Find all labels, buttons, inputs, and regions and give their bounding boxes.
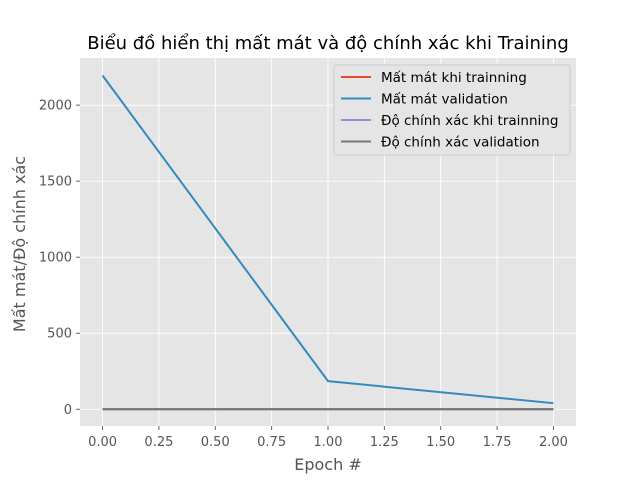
x-tick-label: 2.00: [539, 435, 568, 450]
x-axis-ticks: 0.00 0.25 0.50 0.75 1.00 1.25 1.50 1.75 2.00: [88, 426, 568, 450]
y-tick-label: 0: [64, 403, 72, 418]
legend: Mất mát khi trainning Mất mát validation Đ…: [333, 64, 571, 156]
x-tick-label: 0.75: [257, 435, 286, 450]
series-lines: [101, 74, 554, 411]
y-axis-ticks: 0 500 1000 1500 2000: [39, 99, 80, 418]
x-tick-label: 1.00: [314, 435, 343, 450]
x-tick-label: 1.25: [370, 435, 399, 450]
series-line-2: [101, 74, 554, 405]
legend-label-3: Độ chính xác khi trainning: [381, 113, 558, 129]
y-axis-label: Mất mát/Độ chính xác: [10, 156, 29, 332]
y-tick-label: 1500: [39, 175, 72, 190]
legend-box: [333, 64, 571, 156]
chart-title: Biểu đồ hiển thị mất mát và độ chính xác…: [87, 33, 569, 54]
x-tick-label: 0.00: [88, 435, 117, 450]
y-tick-label: 2000: [39, 99, 72, 114]
x-tick-label: 0.25: [144, 435, 173, 450]
x-tick-label: 0.50: [201, 435, 230, 450]
legend-label-2: Mất mát validation: [381, 92, 508, 108]
x-tick-label: 1.75: [483, 435, 512, 450]
legend-label-4: Độ chính xác validation: [381, 135, 540, 151]
legend-label-1: Mất mát khi trainning: [381, 70, 527, 86]
x-axis-label: Epoch #: [294, 455, 361, 474]
x-tick-label: 1.50: [426, 435, 455, 450]
y-tick-label: 1000: [39, 251, 72, 266]
y-tick-label: 500: [47, 327, 72, 342]
